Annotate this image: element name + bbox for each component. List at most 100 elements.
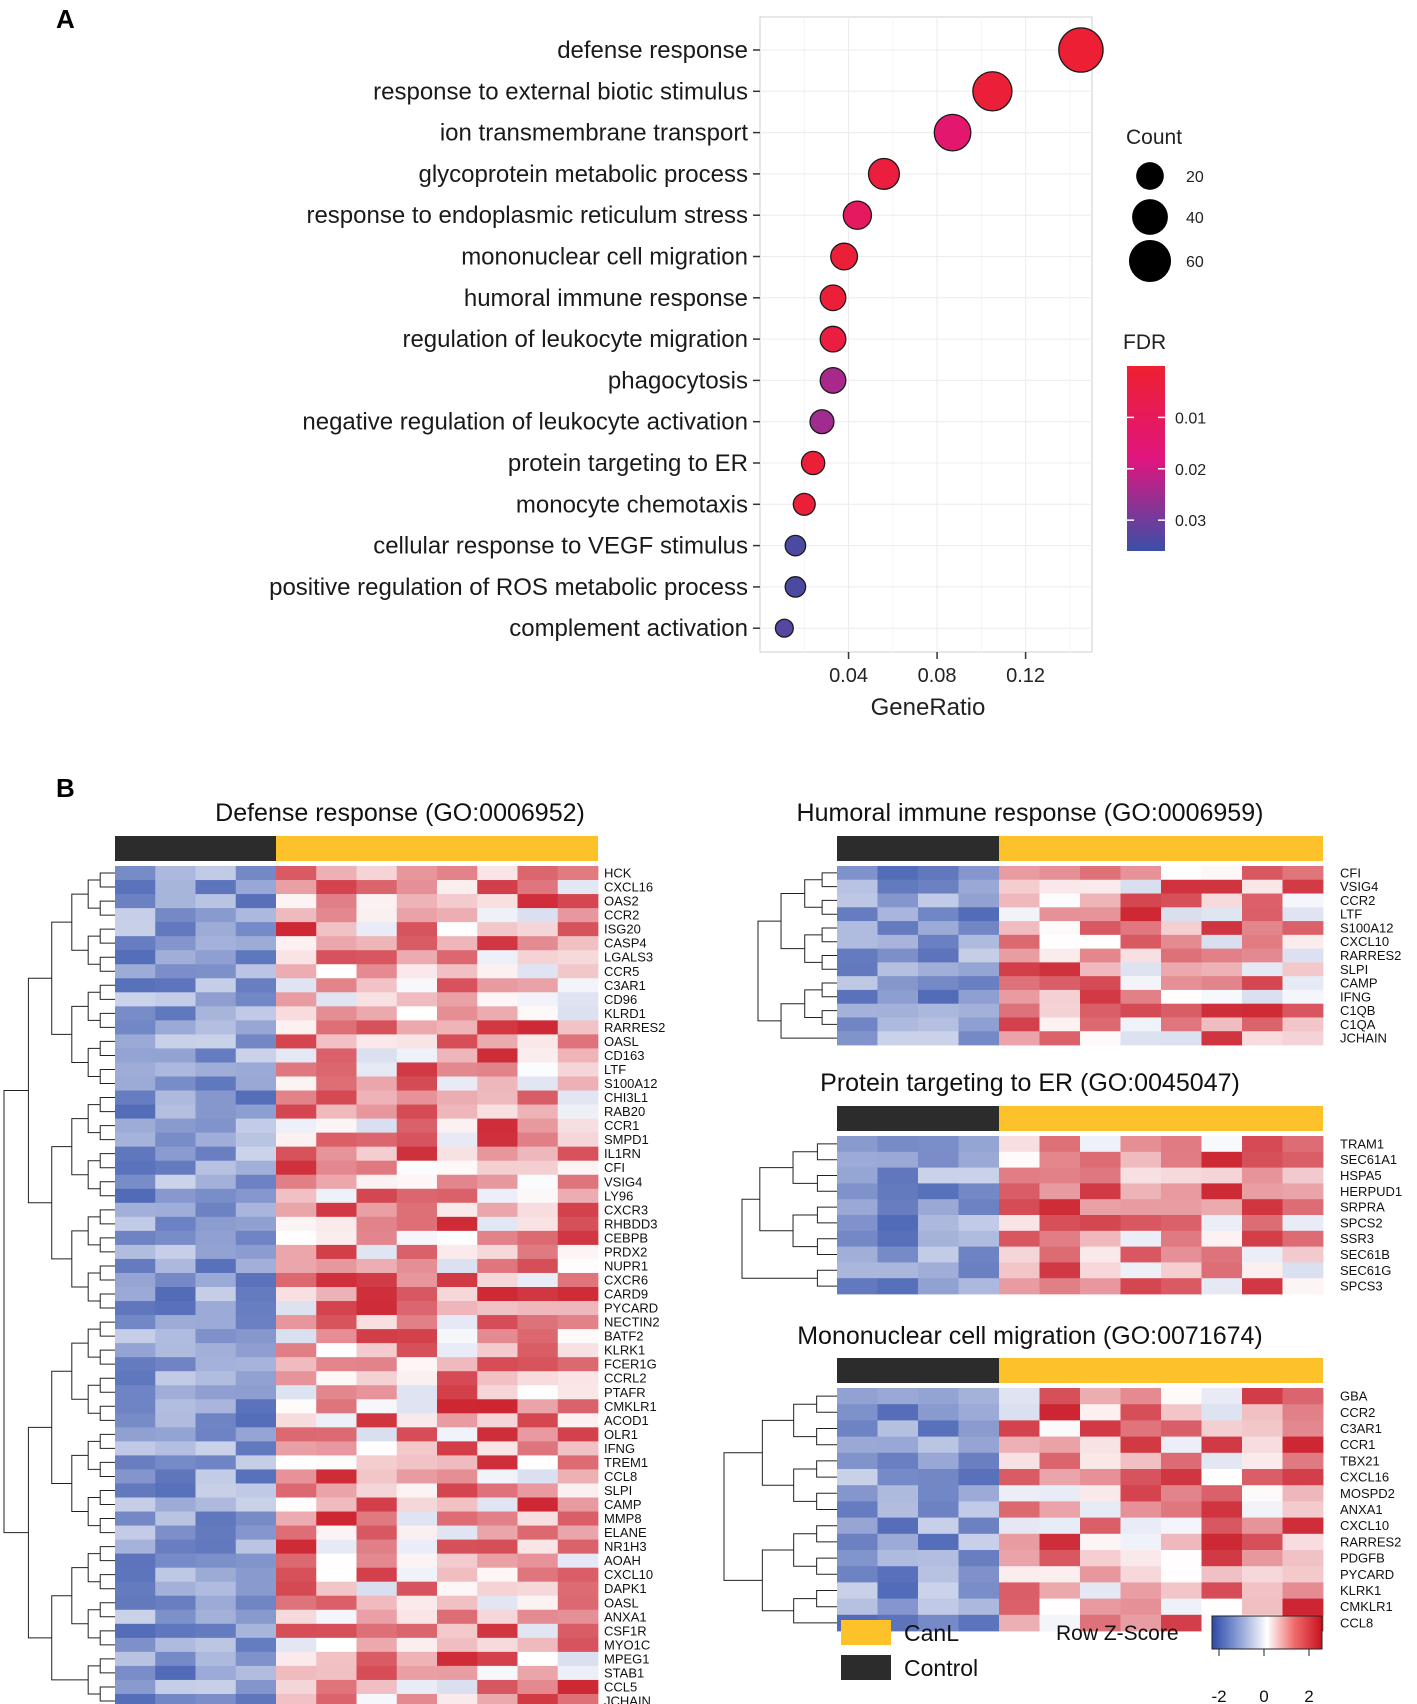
dendrogram-branch — [71, 1005, 89, 1063]
heatmap-cell — [115, 1567, 156, 1583]
heatmap-cell — [958, 1420, 1000, 1437]
heatmap-cell — [517, 964, 559, 979]
gene-label: CAMP — [604, 1497, 642, 1512]
heatmap-cell — [115, 1385, 156, 1400]
heatmap-cell — [1161, 1404, 1202, 1421]
heatmap-cell — [396, 1581, 438, 1597]
heatmap-cell — [356, 1090, 398, 1105]
term-label: complement activation — [509, 615, 748, 642]
heatmap-cell — [1080, 962, 1121, 977]
heatmap-cell — [477, 1525, 518, 1540]
heatmap-cell — [356, 1034, 398, 1049]
heatmap-cell — [557, 894, 599, 909]
heatmap-cell — [155, 1539, 196, 1555]
heatmap-cell — [437, 1469, 478, 1484]
term-label: regulation of leukocyte migration — [402, 326, 748, 353]
heatmap-cell — [477, 1371, 518, 1386]
heatmap-cell — [396, 908, 438, 923]
heatmap-cell — [195, 1553, 237, 1569]
heatmap-cell — [1282, 1151, 1324, 1168]
heatmap-cell — [276, 1034, 317, 1049]
heatmap-cell — [958, 893, 1000, 908]
heatmap-cell — [1282, 1262, 1324, 1279]
heatmap-cell — [235, 1581, 277, 1597]
heatmap-cell — [1039, 1566, 1081, 1583]
x-tick-label: 0.12 — [1006, 665, 1045, 687]
heatmap: Mononuclear cell migration (GO:0071674) G… — [723, 1322, 1401, 1632]
heatmap-cell — [1039, 1614, 1081, 1632]
control-swatch — [841, 1655, 891, 1680]
heatmap-cell — [195, 1174, 237, 1190]
gene-label: VSIG4 — [604, 1174, 642, 1189]
heatmap-cell — [1039, 1167, 1081, 1184]
heatmap-cell — [155, 1385, 196, 1400]
heatmap-cell — [235, 978, 277, 993]
heatmap: Defense response (GO:0006952)HCKCXCL16OA… — [3, 799, 665, 1704]
heatmap-cell — [356, 936, 398, 951]
gene-label: OASL — [604, 1034, 639, 1049]
heatmap-cell — [958, 976, 1000, 991]
heatmap-cell — [1120, 1262, 1162, 1279]
heatmap-cell — [837, 1501, 878, 1518]
heatmap-cell — [276, 1272, 317, 1288]
heatmap-cell — [1039, 1262, 1081, 1279]
heatmap-cell — [877, 1469, 919, 1486]
heatmap-cell — [115, 1034, 156, 1049]
gene-label: HSPA5 — [1340, 1168, 1382, 1183]
heatmap-cell — [356, 1567, 398, 1583]
heatmap-cell — [115, 1483, 156, 1498]
heatmap-cell — [195, 908, 237, 923]
heatmap-cell — [276, 1132, 317, 1148]
heatmap-cell — [155, 1244, 196, 1260]
heatmap-cell — [1201, 1136, 1243, 1153]
heatmap-cell — [1242, 1017, 1283, 1032]
heatmap-cell — [837, 879, 878, 894]
heatmap-cell — [877, 1167, 919, 1184]
heatmap-cell — [396, 1343, 438, 1358]
heatmap-cell — [115, 1413, 156, 1428]
heatmap-cell — [437, 1062, 478, 1077]
dendrogram-branch — [816, 1460, 837, 1478]
heatmap-cell — [356, 1258, 398, 1274]
heatmap-cell — [557, 1146, 599, 1162]
heatmap-cell — [115, 1329, 156, 1344]
heatmap-cell — [999, 907, 1040, 922]
term-label: response to endoplasmic reticulum stress — [306, 202, 748, 229]
dendrogram-branch — [27, 977, 52, 1204]
heatmap-cell — [918, 1598, 959, 1616]
heatmap-cell — [1039, 1501, 1081, 1518]
heatmap-cell — [356, 1497, 398, 1512]
heatmap-cell — [1039, 948, 1081, 963]
heatmap-cell — [1039, 879, 1081, 894]
heatmap-cell — [837, 1278, 878, 1295]
heatmap-cell — [437, 950, 478, 965]
heatmap-cell — [396, 1441, 438, 1456]
gene-label: PYCARD — [604, 1301, 658, 1316]
heatmap-cell — [316, 1258, 357, 1274]
heatmap-cell — [1201, 1550, 1243, 1567]
count-legend-dot — [1136, 162, 1164, 190]
dendrogram-branch — [87, 1272, 101, 1302]
heatmap-cell — [1161, 1151, 1202, 1168]
heatmap-cell — [316, 1174, 357, 1190]
heatmap-cell — [437, 1679, 478, 1695]
heatmap-cell — [1282, 1598, 1324, 1616]
heatmap-cell — [918, 948, 959, 963]
heatmap-cell — [918, 1215, 959, 1232]
heatmap-cell — [115, 1469, 156, 1484]
heatmap-cell — [958, 1436, 1000, 1454]
heatmap-cell — [276, 1469, 317, 1484]
heatmap-cell — [1282, 1420, 1324, 1437]
heatmap-cell — [155, 1623, 196, 1639]
heatmap-cell — [316, 1553, 357, 1569]
heatmap-cell — [195, 1132, 237, 1148]
heatmap-cell — [1080, 1582, 1121, 1599]
heatmap-cell — [115, 1301, 156, 1316]
heatmap-cell — [557, 1567, 599, 1583]
gene-label: CCR5 — [604, 964, 639, 979]
heatmap-cell — [1282, 1404, 1324, 1421]
heatmap-cell — [958, 1452, 1000, 1470]
gene-label: AOAH — [604, 1553, 641, 1568]
heatmap-cell — [316, 1385, 357, 1400]
